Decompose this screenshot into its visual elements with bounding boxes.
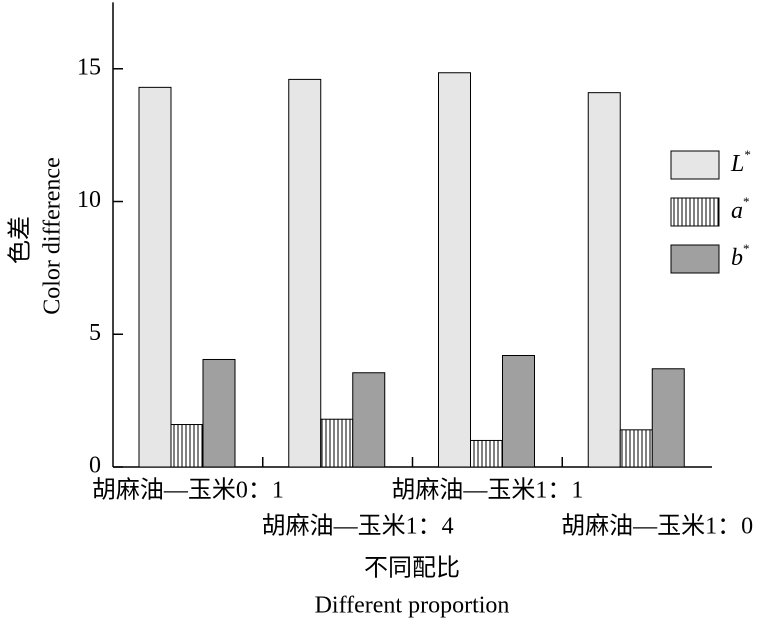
x-tick-label: 胡麻油—玉米1：1	[391, 477, 583, 504]
x-axis-title: 不同配比	[364, 555, 460, 582]
bar	[320, 418, 354, 468]
y-tick-label: 5	[89, 320, 101, 346]
y-tick-label: 0	[89, 453, 101, 479]
bar	[587, 92, 621, 468]
legend-label: L*	[730, 147, 751, 177]
legend-swatch	[670, 244, 720, 274]
bar	[138, 86, 172, 468]
y-tick-label: 10	[77, 187, 101, 213]
x-axis-title: Different proportion	[315, 593, 510, 619]
x-tick-label: 胡麻油—玉米1：0	[561, 513, 753, 540]
bar	[202, 358, 236, 468]
bar	[619, 429, 653, 468]
x-tick-label: 胡麻油—玉米1：4	[262, 513, 454, 540]
bar	[651, 368, 685, 468]
legend-label: a*	[731, 194, 750, 224]
y-tick-label: 15	[77, 54, 101, 80]
legend-label: b*	[731, 241, 750, 271]
legend-swatch	[670, 197, 720, 227]
x-tick-label: 胡麻油—玉米0：1	[92, 477, 284, 504]
bar	[470, 439, 503, 468]
bar	[438, 72, 471, 468]
bar	[502, 354, 535, 468]
bar	[170, 424, 204, 468]
legend-swatch	[670, 150, 720, 180]
bar	[352, 372, 386, 468]
y-axis-title: 色差	[7, 216, 34, 264]
bar	[288, 78, 322, 468]
y-axis-title: Color difference	[40, 157, 66, 315]
